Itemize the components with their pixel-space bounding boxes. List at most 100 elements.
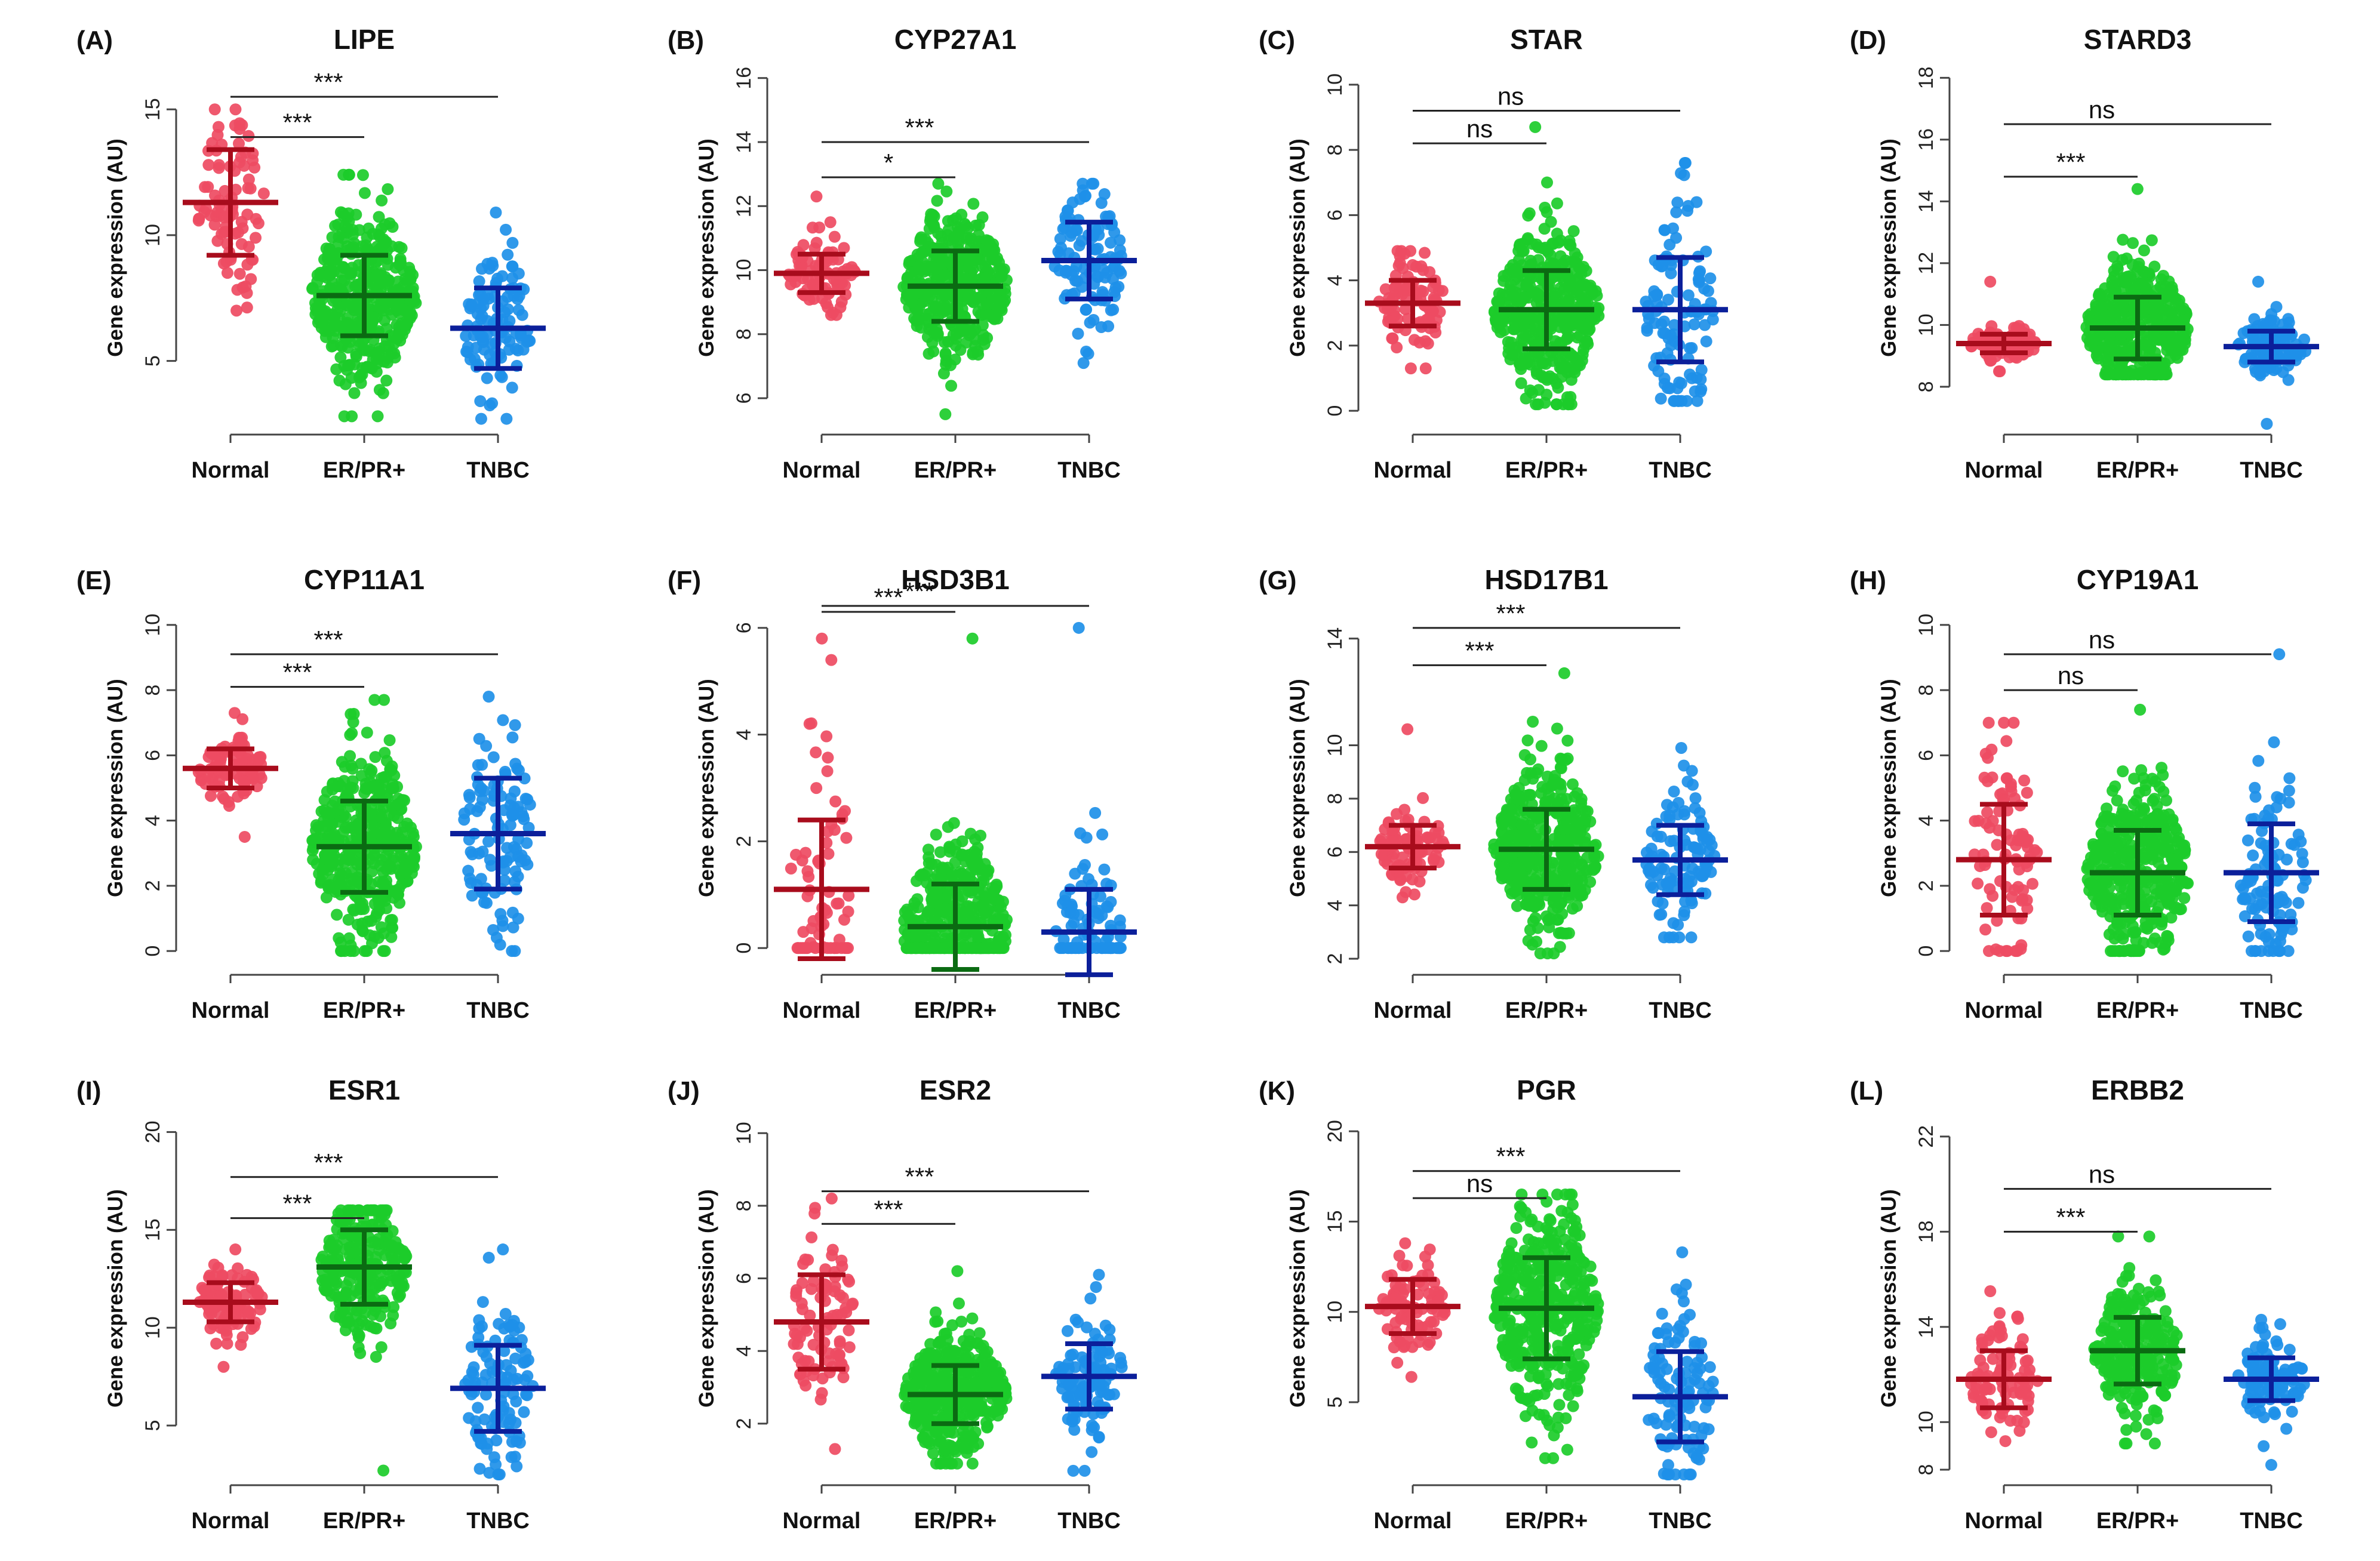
data-point <box>1663 809 1676 822</box>
data-point <box>987 244 1000 256</box>
data-point <box>1569 247 1581 260</box>
data-point <box>1558 667 1570 679</box>
y-tick-label: 2 <box>142 880 164 891</box>
data-point <box>2268 315 2281 328</box>
data-point <box>338 775 350 787</box>
data-point <box>1658 931 1670 944</box>
y-tick-label: 8 <box>1324 793 1346 804</box>
data-point <box>1114 244 1126 257</box>
data-point <box>1670 232 1683 244</box>
data-point <box>1523 326 1536 338</box>
y-tick-label: 10 <box>1324 73 1346 96</box>
significance-label: ns <box>1498 82 1524 110</box>
panel-title: STAR <box>1510 24 1583 55</box>
data-point <box>1679 156 1692 169</box>
data-point <box>928 931 941 944</box>
data-point <box>1972 878 1984 890</box>
data-point <box>217 257 230 270</box>
data-point <box>825 654 838 666</box>
significance-label: *** <box>905 113 934 141</box>
data-point <box>1072 621 1085 634</box>
data-point <box>1491 295 1503 308</box>
data-point <box>949 838 962 851</box>
data-point <box>500 855 513 867</box>
data-point <box>989 296 1001 309</box>
data-point <box>233 731 245 744</box>
data-point <box>2007 716 2020 729</box>
data-point <box>481 372 493 384</box>
data-point <box>1652 365 1665 377</box>
data-point <box>1981 902 1993 915</box>
y-tick-label: 4 <box>733 729 755 740</box>
y-tick-label: 16 <box>1915 128 1938 151</box>
data-point <box>394 253 407 265</box>
panel-title: CYP11A1 <box>304 564 425 595</box>
series-erpr <box>1488 667 1604 960</box>
data-point <box>967 263 979 275</box>
data-point <box>336 340 348 353</box>
data-point <box>915 321 927 334</box>
significance-label: *** <box>282 658 312 686</box>
data-point <box>966 632 979 645</box>
data-point <box>960 336 973 349</box>
data-point <box>320 242 333 255</box>
data-point <box>2117 302 2130 315</box>
data-point <box>387 854 399 867</box>
data-point <box>1550 377 1563 390</box>
y-tick-label: 2 <box>1324 340 1346 351</box>
y-tick-label: 4 <box>142 815 164 826</box>
data-point <box>482 835 494 848</box>
data-point <box>1704 272 1717 285</box>
data-point <box>1560 834 1573 846</box>
y-tick-label: 4 <box>1324 900 1346 911</box>
data-point <box>1561 734 1574 747</box>
data-point <box>810 236 823 249</box>
data-point <box>1581 866 1594 878</box>
data-point <box>974 291 987 303</box>
data-point <box>974 829 987 842</box>
data-point <box>2094 309 2107 321</box>
data-point <box>940 185 953 198</box>
data-point <box>373 384 386 396</box>
y-tick-label: 2 <box>733 836 755 847</box>
panel-letter: (G) <box>1259 566 1297 595</box>
data-point <box>824 216 837 229</box>
y-tick-label: 14 <box>1915 190 1938 213</box>
data-point <box>370 257 382 269</box>
data-point <box>380 322 393 335</box>
series-tnbc <box>1041 177 1137 370</box>
data-point <box>989 883 1001 896</box>
x-category-label: ER/PR+ <box>323 458 405 483</box>
data-point <box>1082 347 1094 360</box>
data-point <box>938 863 951 875</box>
data-point <box>2298 333 2311 346</box>
data-point <box>1105 942 1117 955</box>
data-point <box>1549 335 1561 347</box>
data-point <box>1554 941 1566 953</box>
data-point <box>1505 336 1517 349</box>
data-point <box>233 137 245 150</box>
data-point <box>358 945 371 957</box>
data-point <box>801 865 814 878</box>
y-tick-label: 0 <box>1324 405 1346 417</box>
data-point <box>324 264 337 277</box>
data-point <box>321 820 333 832</box>
data-point <box>1521 356 1533 369</box>
data-point <box>914 869 927 882</box>
data-point <box>466 848 478 861</box>
data-point <box>1673 931 1686 944</box>
y-tick-label: 8 <box>1915 381 1938 392</box>
data-point <box>1563 927 1575 940</box>
x-category-label: ER/PR+ <box>2096 998 2179 1023</box>
data-point <box>1691 842 1703 855</box>
data-point <box>1551 227 1563 240</box>
y-tick-label: 10 <box>733 259 755 282</box>
panel-title: CYP19A1 <box>2077 564 2199 595</box>
data-point <box>1086 177 1098 190</box>
data-point <box>1502 813 1515 826</box>
data-point <box>2004 777 2017 790</box>
series-tnbc <box>1632 741 1728 944</box>
y-tick-label: 6 <box>733 622 755 633</box>
data-point <box>482 691 495 703</box>
